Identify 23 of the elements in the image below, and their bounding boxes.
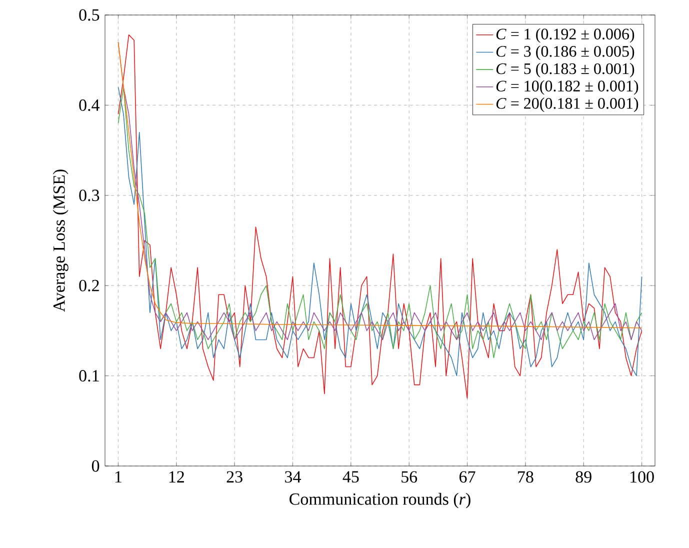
x-axis-title: Communication rounds (r): [290, 492, 470, 508]
y-tick-label: 0.5: [79, 9, 100, 21]
x-tick-label: 34: [285, 471, 301, 483]
x-tick-label: 67: [460, 471, 476, 483]
x-tick-label: 78: [518, 471, 534, 483]
y-axis-title: Average Loss (MSE): [52, 170, 68, 312]
y-tick-label: 0.1: [79, 370, 99, 382]
x-tick-label: 23: [226, 471, 242, 483]
y-tick-label: 0.3: [79, 190, 100, 202]
x-tick-label: 12: [169, 471, 184, 482]
x-tick-label: 45: [342, 471, 359, 483]
y-tick-label: 0: [92, 460, 100, 472]
legend-label: C = 1 (0.192 ± 0.006): [496, 28, 634, 43]
x-tick-label: 89: [576, 471, 592, 483]
y-tick-label: 0.2: [79, 280, 99, 292]
legend-label: C = 3 (0.186 ± 0.005): [496, 46, 634, 60]
legend-label: C = 5 (0.183 ± 0.001): [496, 62, 634, 78]
y-tick-label: 0.4: [79, 99, 100, 111]
legend-label: C = 10(0.182 ± 0.001): [496, 80, 638, 95]
legend-label: C = 20(0.181 ± 0.001): [496, 98, 638, 112]
x-tick-label: 100: [630, 471, 654, 483]
x-tick-label: 1: [115, 471, 122, 482]
x-tick-label: 56: [402, 471, 418, 483]
